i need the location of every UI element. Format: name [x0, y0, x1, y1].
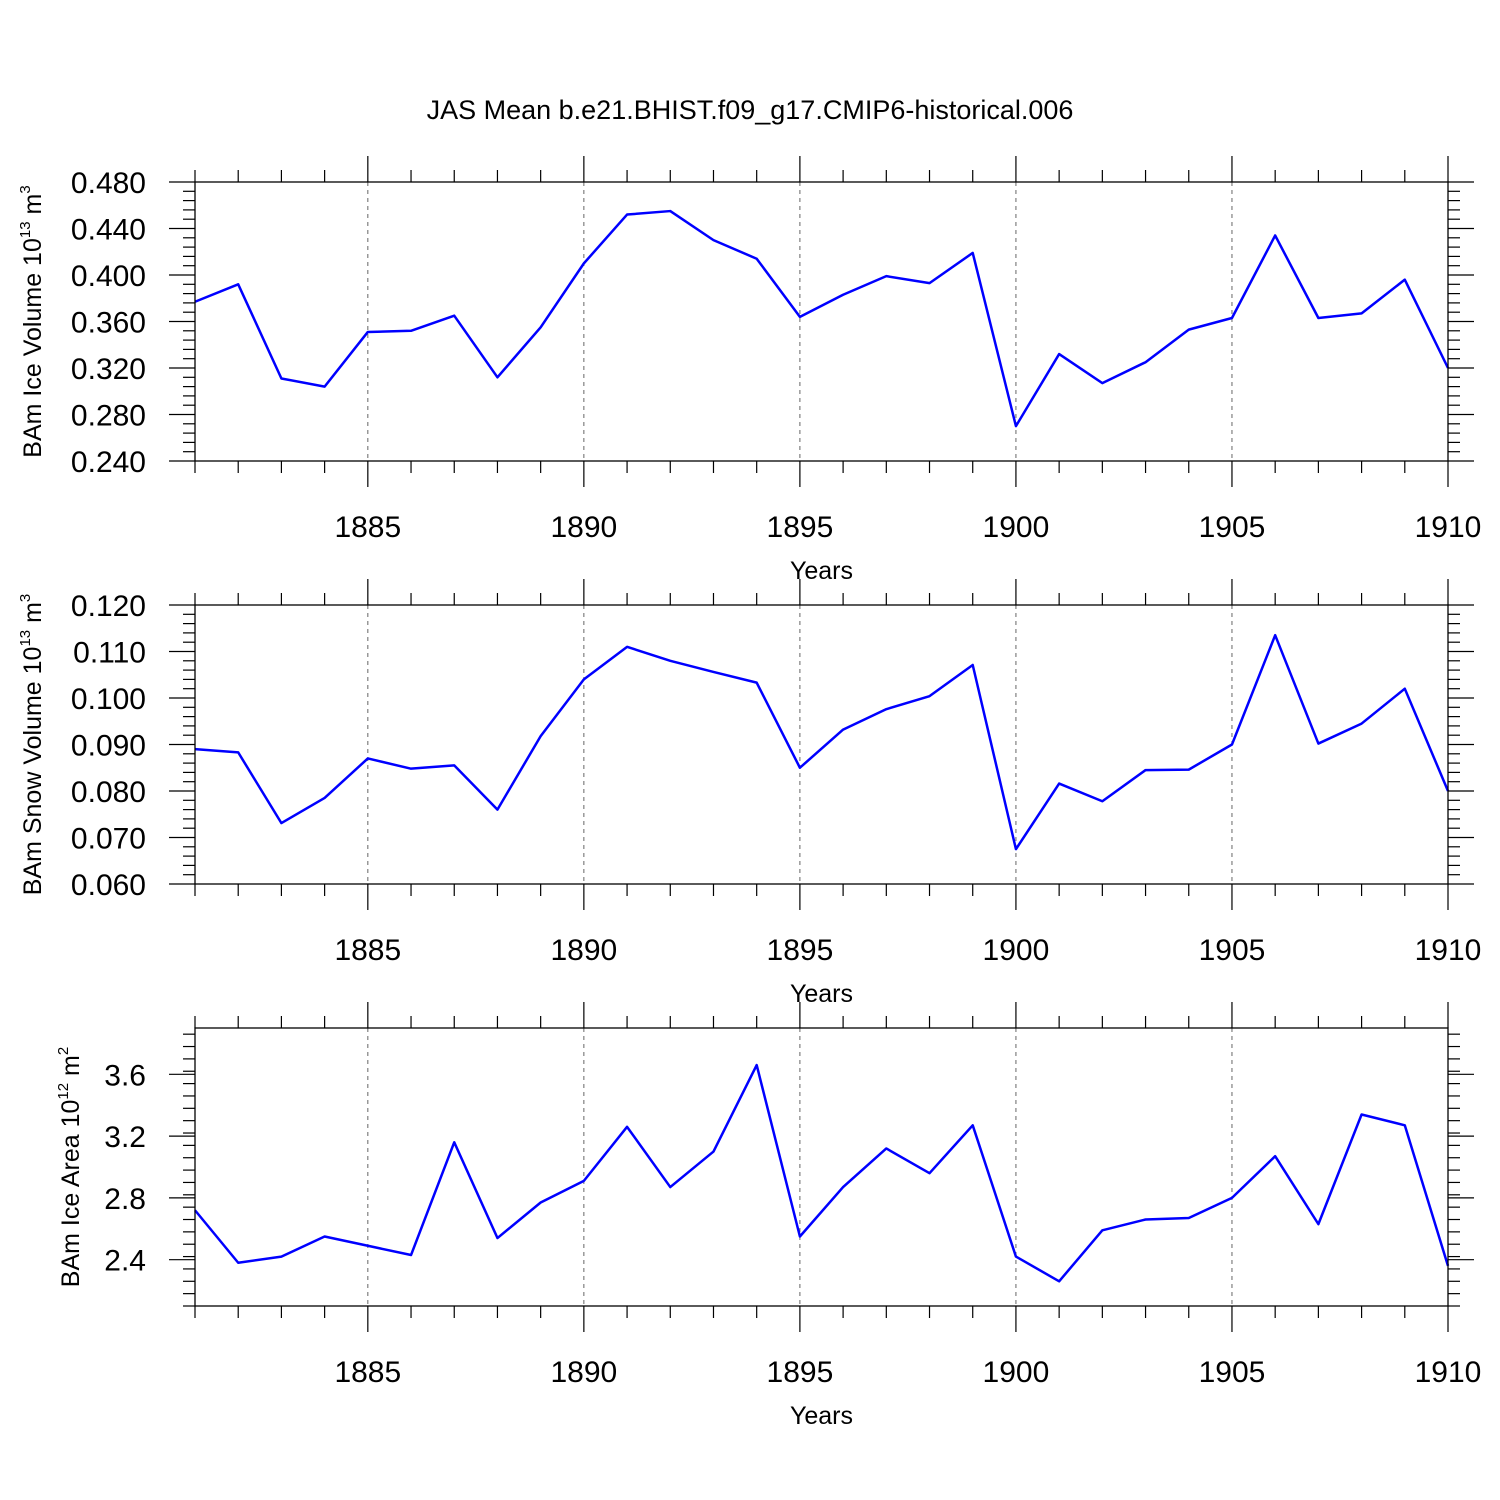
snow-volume-y-axis-label: BAm Snow Volume 1013 m3: [17, 594, 47, 896]
snow-volume-y-tick-label: 0.070: [71, 823, 146, 856]
ice-area-x-tick-label: 1905: [1199, 1356, 1266, 1389]
ice-area-plot-frame: [194, 1027, 1449, 1307]
ice-area-y-tick-label: 3.6: [104, 1059, 146, 1092]
ice-volume-plot-frame: [194, 181, 1449, 462]
ice-volume-y-tick-label: 0.360: [71, 307, 146, 340]
ice-volume-x-tick-label: 1905: [1199, 511, 1266, 544]
snow-volume-y-tick-label: 0.100: [71, 683, 146, 716]
ice-area-x-axis-label: Years: [790, 1402, 853, 1430]
snow-volume-x-tick-label: 1900: [983, 934, 1050, 967]
ice-volume-x-tick-label: 1910: [1415, 511, 1482, 544]
ice-area-y-tick-label: 3.2: [104, 1121, 146, 1154]
ice-volume-series-line: [194, 209, 1450, 428]
ice-area-x-tick-label: 1910: [1415, 1356, 1482, 1389]
ice-volume-y-tick-label: 0.240: [71, 446, 146, 479]
snow-volume-x-tick-label: 1885: [334, 934, 401, 967]
ice-area-panel: 1885 1890 1895 1900 1905 1910 2.4 2.8 3.2 3.6 Year…: [55, 1002, 1481, 1430]
ice-volume-y-tick-label: 0.320: [71, 353, 146, 386]
ice-volume-y-tick-label: 0.400: [71, 260, 146, 293]
ice-volume-x-tick-label: 1895: [767, 511, 834, 544]
snow-volume-x-tick-label: 1895: [767, 934, 834, 967]
ice-area-x-tick-label: 1900: [983, 1356, 1050, 1389]
ice-volume-y-axis-label: BAm Ice Volume 1013 m3: [17, 185, 47, 457]
snow-volume-series-line: [194, 633, 1450, 851]
snow-volume-x-tick-label: 1905: [1199, 934, 1266, 967]
ice-area-series-line: [194, 1063, 1450, 1283]
snow-volume-y-tick-label: 0.060: [71, 869, 146, 902]
snow-volume-x-tick-label: 1890: [550, 934, 617, 967]
ice-area-y-tick-label: 2.8: [104, 1183, 146, 1216]
ice-volume-x-tick-label: 1900: [983, 511, 1050, 544]
ice-volume-x-tick-label: 1890: [550, 511, 617, 544]
ice-volume-x-tick-label: 1885: [334, 511, 401, 544]
snow-volume-x-tick-label: 1910: [1415, 934, 1482, 967]
ice-area-y-tick-label: 2.4: [104, 1245, 146, 1278]
ice-area-x-tick-label: 1890: [550, 1356, 617, 1389]
snow-volume-panel: 1885 1890 1895 1900 1905 1910 0.060 0.070 0.080 0…: [17, 579, 1481, 1008]
figure-title: JAS Mean b.e21.BHIST.f09_g17.CMIP6-histo…: [427, 95, 1074, 125]
snow-volume-y-tick-label: 0.120: [71, 590, 146, 623]
ice-volume-y-tick-label: 0.280: [71, 400, 146, 433]
ice-volume-panel: 1885 1890 1895 1900 1905 1910 0.240 0.280 0.320 0…: [17, 156, 1481, 585]
snow-volume-y-tick-label: 0.110: [73, 637, 146, 670]
snow-volume-y-tick-label: 0.080: [71, 776, 146, 809]
snow-volume-plot-frame: [194, 604, 1449, 885]
ice-volume-y-tick-label: 0.480: [71, 167, 146, 200]
ice-area-x-tick-label: 1885: [334, 1356, 401, 1389]
ice-area-x-tick-label: 1895: [767, 1356, 834, 1389]
ice-volume-y-tick-label: 0.440: [71, 214, 146, 247]
ice-area-y-axis-label: BAm Ice Area 1012 m2: [55, 1047, 85, 1287]
snow-volume-y-tick-label: 0.090: [71, 730, 146, 763]
